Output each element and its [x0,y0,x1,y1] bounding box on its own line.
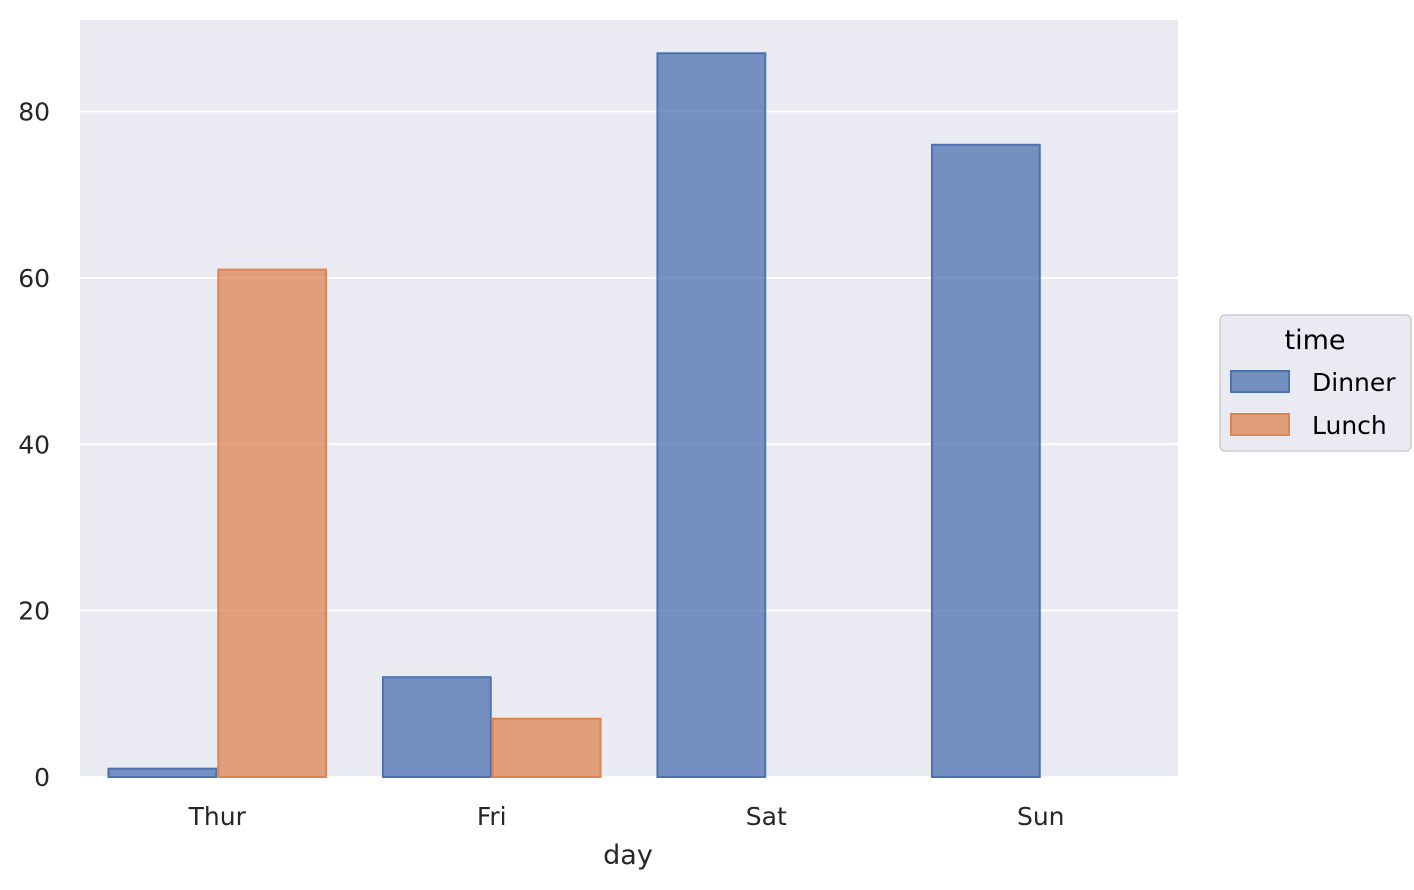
y-tick-labels: 0 20 40 60 80 [18,98,50,792]
y-tick-label: 40 [18,430,50,459]
bar-dinner-fri [381,676,492,779]
x-tick-label: Thur [188,802,247,831]
bar-dinner-sun [930,143,1041,778]
x-tick-label: Fri [477,802,507,831]
y-tick-label: 60 [18,264,50,293]
legend: time Dinner Lunch [1219,314,1412,452]
bar-lunch-thur [217,268,328,778]
bar-dinner-sat [656,52,767,779]
x-axis-label: day [603,840,653,871]
legend-title: time [1284,325,1345,356]
legend-swatch-lunch [1230,413,1290,436]
legend-label-lunch: Lunch [1312,411,1387,440]
legend-swatch-dinner [1230,370,1290,393]
bar-lunch-fri [491,717,602,778]
bar-dinner-thur [107,767,218,779]
y-tick-label: 20 [18,597,50,626]
x-tick-label: Sat [746,802,787,831]
y-tick-label: 0 [34,763,50,792]
legend-label-dinner: Dinner [1312,368,1396,397]
y-tick-label: 80 [18,98,50,127]
x-tick-label: Sun [1017,802,1065,831]
bars [107,52,1041,779]
x-tick-labels: Thur Fri Sat Sun [188,802,1065,831]
